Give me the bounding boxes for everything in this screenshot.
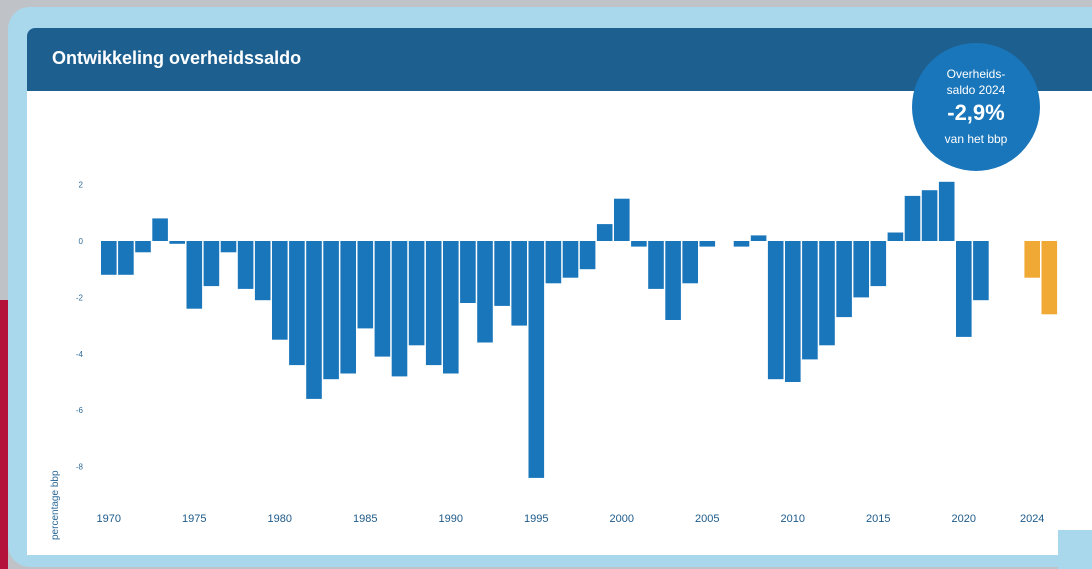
bar <box>750 235 767 241</box>
bar <box>357 241 374 329</box>
bar <box>579 241 596 270</box>
y-tick-label: -4 <box>76 350 84 359</box>
bar <box>306 241 322 399</box>
bar <box>887 232 904 241</box>
bar <box>938 181 955 241</box>
y-tick-label: -8 <box>76 463 84 472</box>
y-tick-label: -2 <box>76 293 84 302</box>
x-tick-label: 2015 <box>866 513 890 525</box>
bar <box>272 241 288 340</box>
bar <box>135 241 151 253</box>
x-tick-label: 2005 <box>695 513 719 525</box>
x-tick-label: 2020 <box>952 513 976 525</box>
bar <box>152 218 168 241</box>
bar <box>904 195 921 241</box>
y-tick-label: -6 <box>76 406 84 415</box>
x-tick-label: 1970 <box>97 513 121 525</box>
bar <box>425 241 442 366</box>
bar <box>596 224 613 241</box>
forecast-bar <box>1041 241 1058 315</box>
bar <box>169 241 185 244</box>
corner-decoration <box>1058 530 1092 569</box>
badge-value: -2,9% <box>947 100 1005 125</box>
bar <box>323 241 339 380</box>
bar <box>118 241 134 275</box>
bar <box>870 241 887 287</box>
forecast-bar <box>1024 241 1040 278</box>
bar <box>511 241 527 326</box>
y-tick-label: 2 <box>79 181 84 190</box>
bar <box>237 241 254 289</box>
bar <box>460 241 476 303</box>
bar <box>186 241 203 309</box>
badge-label-line1: Overheids- <box>946 67 1006 81</box>
bar <box>648 241 664 289</box>
bar-chart: 2 0 -2 -4 -6 -8 percentage bbp 1970 1975 1980 1985… <box>50 181 1058 540</box>
bar <box>682 241 698 284</box>
bar <box>819 241 835 346</box>
bar <box>494 241 510 306</box>
x-tick-label: 2000 <box>610 513 634 525</box>
bar <box>614 198 630 241</box>
bar <box>785 241 801 382</box>
bar <box>562 241 579 278</box>
bar <box>631 241 647 247</box>
bar <box>528 241 545 478</box>
x-tick-label: 1995 <box>524 513 548 525</box>
bar <box>254 241 271 301</box>
badge-subtitle: van het bbp <box>944 132 1008 146</box>
bar <box>767 241 784 380</box>
bar <box>545 241 562 284</box>
x-tick-label: 2024 <box>1020 513 1044 525</box>
background-strip <box>0 300 8 569</box>
x-tick-label: 2010 <box>781 513 805 525</box>
x-tick-label: 1990 <box>439 513 463 525</box>
bar <box>973 241 989 301</box>
bar <box>289 241 305 366</box>
bar <box>477 241 493 343</box>
bar <box>699 241 716 247</box>
saldo-badge: Overheids- saldo 2024 -2,9% van het bbp <box>912 43 1040 171</box>
bar <box>408 241 425 346</box>
bar <box>443 241 459 374</box>
bar <box>802 241 818 360</box>
bar <box>665 241 681 320</box>
bar <box>340 241 356 374</box>
bar <box>220 241 237 253</box>
x-tick-label: 1975 <box>182 513 206 525</box>
x-tick-label: 1980 <box>268 513 292 525</box>
y-tick-label: 0 <box>79 237 84 246</box>
badge-label-line2: saldo 2024 <box>946 83 1006 97</box>
bar <box>203 241 220 287</box>
bar <box>853 241 869 298</box>
bar <box>101 241 117 275</box>
bar <box>836 241 852 318</box>
bar <box>374 241 391 357</box>
x-tick-label: 1985 <box>353 513 377 525</box>
page-title: Ontwikkeling overheidssaldo <box>52 48 302 68</box>
bar <box>733 241 750 247</box>
bar <box>921 190 938 241</box>
y-axis-label: percentage bbp <box>50 470 61 540</box>
card-header: Ontwikkeling overheidssaldo <box>27 28 1092 91</box>
bar <box>391 241 408 377</box>
bar <box>956 241 972 337</box>
